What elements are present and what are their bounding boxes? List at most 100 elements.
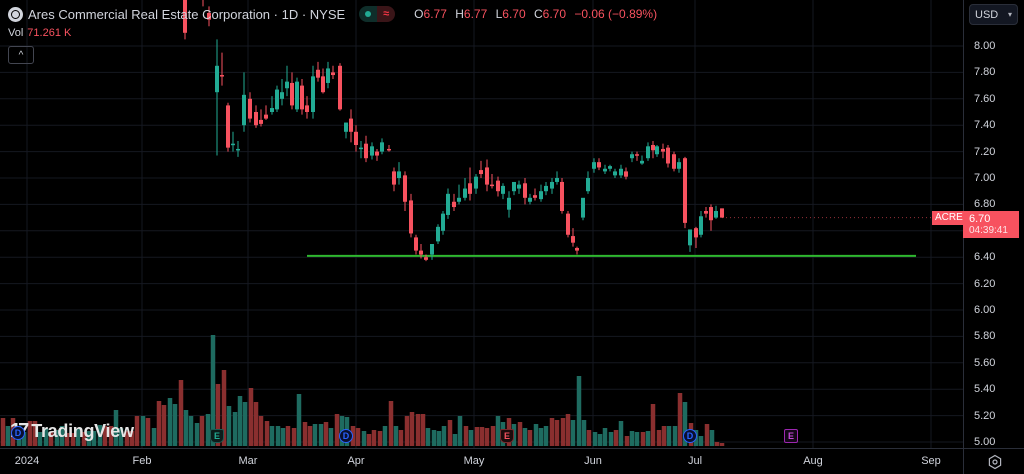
high-value: 6.77 (463, 7, 488, 21)
collapse-legend-button[interactable]: ^ (8, 46, 34, 64)
candle (501, 183, 505, 200)
volume-bar (441, 426, 447, 446)
volume-bar (366, 434, 372, 446)
time-tick: Aug (803, 455, 823, 467)
market-status[interactable]: ≈ (359, 6, 396, 22)
dividend-marker[interactable]: D (339, 429, 353, 443)
candle (571, 228, 575, 247)
symbol-logo-icon (8, 6, 23, 22)
ohlc-values: O6.77 H6.77 L6.70 C6.70 −0.06 (−0.89%) (414, 7, 658, 21)
time-tick: Apr (347, 455, 365, 467)
volume-bar (54, 430, 60, 446)
volume-bar (463, 426, 469, 446)
candle (709, 204, 713, 231)
candle (688, 229, 692, 252)
candle (661, 143, 665, 159)
open-value: 6.77 (423, 7, 447, 21)
volume-bar (618, 421, 624, 446)
candle (581, 197, 585, 221)
earnings-marker[interactable]: E (210, 429, 224, 443)
volume-bar (328, 428, 334, 446)
volume-bar (527, 430, 533, 446)
volume-bar (517, 422, 523, 446)
symbol-title[interactable]: Ares Commercial Real Estate Corporation … (28, 6, 346, 22)
low-value: 6.70 (502, 7, 526, 21)
volume-bar (334, 414, 340, 446)
candle (672, 151, 676, 172)
volume-bar (280, 428, 286, 446)
candle (523, 178, 527, 205)
volume-bar (420, 414, 426, 446)
candle (231, 131, 235, 152)
volume-bar (140, 416, 146, 446)
volume-bar (269, 426, 275, 446)
candle (207, 6, 211, 27)
candle (311, 65, 315, 119)
candle (517, 180, 521, 194)
candle (295, 77, 299, 112)
candle (463, 178, 467, 201)
candle (592, 158, 596, 173)
volume-bar (457, 416, 463, 446)
volume-bar (431, 430, 437, 446)
volume-bar (672, 426, 678, 446)
volume-bar (232, 412, 238, 446)
chart-pane[interactable] (0, 0, 963, 448)
volume-bar (70, 433, 76, 446)
volume-bar (302, 422, 308, 446)
volume-bar (161, 405, 167, 446)
volume-bar (436, 431, 442, 446)
candle (635, 151, 639, 161)
volume-bar (484, 428, 490, 446)
earnings-marker[interactable]: E (784, 429, 798, 443)
candle (326, 61, 330, 89)
volume-bar (597, 434, 603, 446)
earnings-marker[interactable]: E (500, 429, 514, 443)
volume-bar (253, 402, 259, 446)
volume-bar (602, 428, 608, 446)
time-tick: 2024 (14, 455, 40, 467)
volume-bar (237, 396, 243, 446)
volume-bar (172, 404, 178, 446)
volume-bar (608, 432, 614, 446)
volume-bar (709, 430, 715, 446)
volume-bar (371, 430, 377, 446)
volume-bar (656, 430, 662, 446)
time-axis[interactable] (0, 448, 963, 474)
volume-bar (474, 427, 480, 446)
candle (655, 145, 659, 157)
volume-bar (37, 432, 43, 446)
volume-bar (409, 412, 415, 446)
volume-bar (677, 393, 683, 446)
currency-selector[interactable]: USD ▾ (969, 4, 1018, 25)
volume-bar (415, 414, 421, 446)
volume-bar (275, 426, 281, 446)
tradingview-watermark[interactable]: 17 TradingView (10, 420, 134, 443)
dividend-marker[interactable]: D (11, 426, 25, 440)
bar-countdown: 04:39:41 (969, 225, 1008, 236)
candle (640, 155, 644, 165)
chart-settings-button[interactable] (963, 448, 1024, 474)
candle (264, 105, 268, 120)
last-price-value: 6.70 (969, 213, 991, 225)
candle (544, 181, 548, 196)
candle (226, 102, 230, 152)
volume-bar (522, 428, 528, 446)
price-tick: 6.00 (974, 304, 996, 316)
price-volume-plot[interactable] (0, 0, 963, 448)
candle (608, 164, 612, 172)
candle (533, 188, 537, 201)
volume-value: 71.261 K (27, 27, 72, 39)
candle (651, 141, 655, 159)
volume-bar (291, 428, 297, 446)
candle (704, 207, 708, 218)
market-open-dot-icon (359, 6, 378, 22)
candle (586, 171, 590, 194)
volume-bar (682, 402, 688, 446)
candle (270, 96, 274, 115)
candle (338, 63, 342, 111)
volume-bar (645, 431, 651, 446)
volume-bar (377, 431, 383, 446)
dividend-marker[interactable]: D (683, 429, 697, 443)
candle (613, 168, 617, 178)
